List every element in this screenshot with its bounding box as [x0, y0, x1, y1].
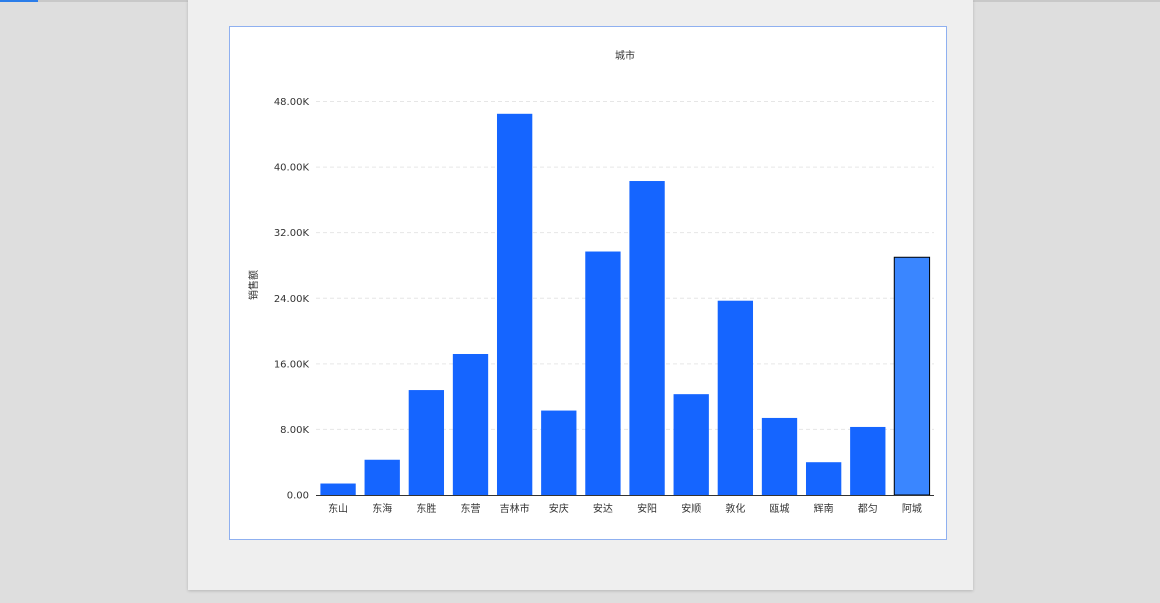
y-tick-label: 24.00K	[274, 294, 310, 305]
bar-安顺[interactable]	[673, 394, 709, 495]
x-tick-label: 安顺	[681, 502, 701, 515]
y-tick-label: 16.00K	[274, 359, 310, 370]
x-tick-label: 东营	[461, 502, 481, 515]
bar-敦化[interactable]	[717, 300, 754, 495]
bar-东胜[interactable]	[408, 390, 445, 495]
x-tick-label: 辉南	[814, 502, 834, 515]
x-tick-label: 阿城	[902, 503, 922, 515]
y-tick-label: 40.00K	[274, 163, 310, 174]
bar-安阳[interactable]	[629, 181, 665, 496]
y-tick-label: 48.00K	[274, 97, 310, 108]
x-tick-label: 都匀	[858, 503, 878, 515]
y-axis-label: 销售额	[247, 270, 260, 300]
x-tick-label: 东胜	[416, 502, 436, 515]
grid-lines	[316, 101, 934, 430]
top-bar-accent	[0, 0, 38, 2]
x-tick-label: 东山	[328, 502, 348, 515]
bar-辉南[interactable]	[805, 462, 842, 495]
x-axis-ticks: 东山 东海 东胜 东营 吉林市 安庆 安达 安阳 安顺 敦化 瓯城 辉南 都匀 阿城	[328, 502, 922, 515]
bar-都匀[interactable]	[850, 426, 886, 495]
x-tick-label: 安庆	[549, 502, 569, 515]
bar-东营[interactable]	[452, 353, 489, 495]
x-tick-label: 吉林市	[500, 502, 530, 515]
x-tick-label: 东海	[372, 502, 392, 515]
x-tick-label: 安阳	[637, 502, 657, 515]
x-tick-label: 敦化	[725, 502, 745, 515]
bar-瓯城[interactable]	[761, 417, 798, 495]
y-tick-label: 32.00K	[274, 228, 310, 239]
bars	[320, 113, 931, 496]
bar-安达[interactable]	[585, 251, 621, 495]
y-axis-ticks: 0.00 8.00K 16.00K 24.00K 32.00K 40.00K 48.00K	[274, 97, 310, 502]
y-tick-label: 8.00K	[280, 425, 309, 436]
x-tick-label: 瓯城	[770, 503, 790, 515]
bar-东海[interactable]	[364, 459, 400, 495]
bar-吉林市[interactable]	[496, 113, 533, 495]
x-tick-label: 安达	[593, 502, 613, 515]
y-tick-label: 0.00	[287, 491, 309, 502]
chart-title: 城市	[615, 49, 635, 62]
bar-东山[interactable]	[320, 483, 356, 495]
bar-阿城[interactable]	[893, 256, 931, 496]
bar-安庆[interactable]	[541, 410, 577, 495]
